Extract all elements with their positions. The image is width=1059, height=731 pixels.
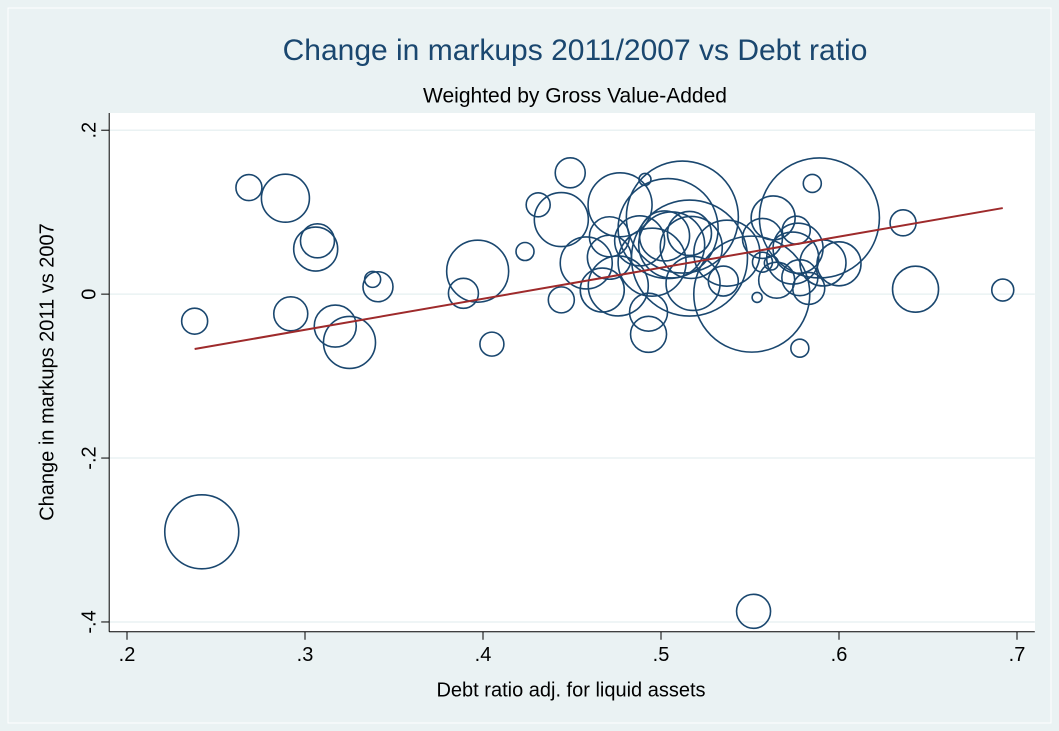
x-axis-label: Debt ratio adj. for liquid assets (436, 679, 705, 701)
plot-area (109, 113, 1035, 632)
x-tick-label: .3 (297, 644, 314, 666)
bubble (790, 338, 810, 359)
bubble (362, 270, 394, 303)
bubble (533, 191, 590, 248)
x-tick-label: .5 (653, 644, 670, 666)
bubble (990, 278, 1015, 302)
bubble (692, 235, 811, 353)
bubble (554, 157, 587, 189)
bubble (292, 226, 339, 272)
y-tick-label: -.2 (78, 446, 100, 469)
bubble (625, 160, 740, 274)
bubble (163, 494, 240, 570)
bubble (802, 173, 823, 194)
bubble (741, 217, 784, 260)
bubble (751, 291, 763, 304)
bubble (630, 199, 749, 317)
bubble (479, 331, 505, 357)
y-axis-label: Change in markups 2011 vs 2007 (36, 223, 58, 521)
fit-line (194, 207, 1003, 351)
x-tick-label: .7 (1009, 644, 1026, 666)
x-tick-label: .4 (475, 644, 492, 666)
bubble (891, 265, 940, 314)
bubble (235, 173, 263, 202)
y-tick-label: -.4 (78, 610, 100, 633)
y-tick-label: .2 (78, 122, 100, 139)
bubble (299, 223, 336, 259)
bubble (758, 157, 881, 279)
bubble (322, 315, 377, 370)
bubble (313, 304, 358, 348)
bubble (659, 215, 724, 280)
bubble (272, 295, 309, 332)
bubble (547, 286, 576, 314)
bubble (525, 191, 551, 218)
bubble (735, 593, 772, 630)
y-tick-label: 0 (78, 289, 100, 300)
bubble (629, 315, 668, 354)
x-tick-label: .6 (831, 644, 848, 666)
bubble (666, 210, 713, 257)
bubble (791, 271, 826, 306)
chart-title: Change in markups 2011/2007 vs Debt rati… (283, 34, 868, 67)
chart-subtitle: Weighted by Gross Value-Added (423, 85, 727, 108)
bubble (613, 215, 666, 267)
bubble (180, 307, 209, 335)
bubble (816, 241, 862, 287)
x-tick-label: .2 (119, 644, 136, 666)
bubble (587, 171, 653, 238)
bubble (447, 277, 480, 310)
bubble (559, 236, 614, 290)
bubble (617, 177, 719, 280)
bubble (515, 241, 535, 262)
bubble (445, 239, 510, 303)
bubble (617, 227, 687, 297)
bubble (260, 173, 311, 224)
bubble (665, 255, 721, 312)
bubble (638, 172, 652, 187)
